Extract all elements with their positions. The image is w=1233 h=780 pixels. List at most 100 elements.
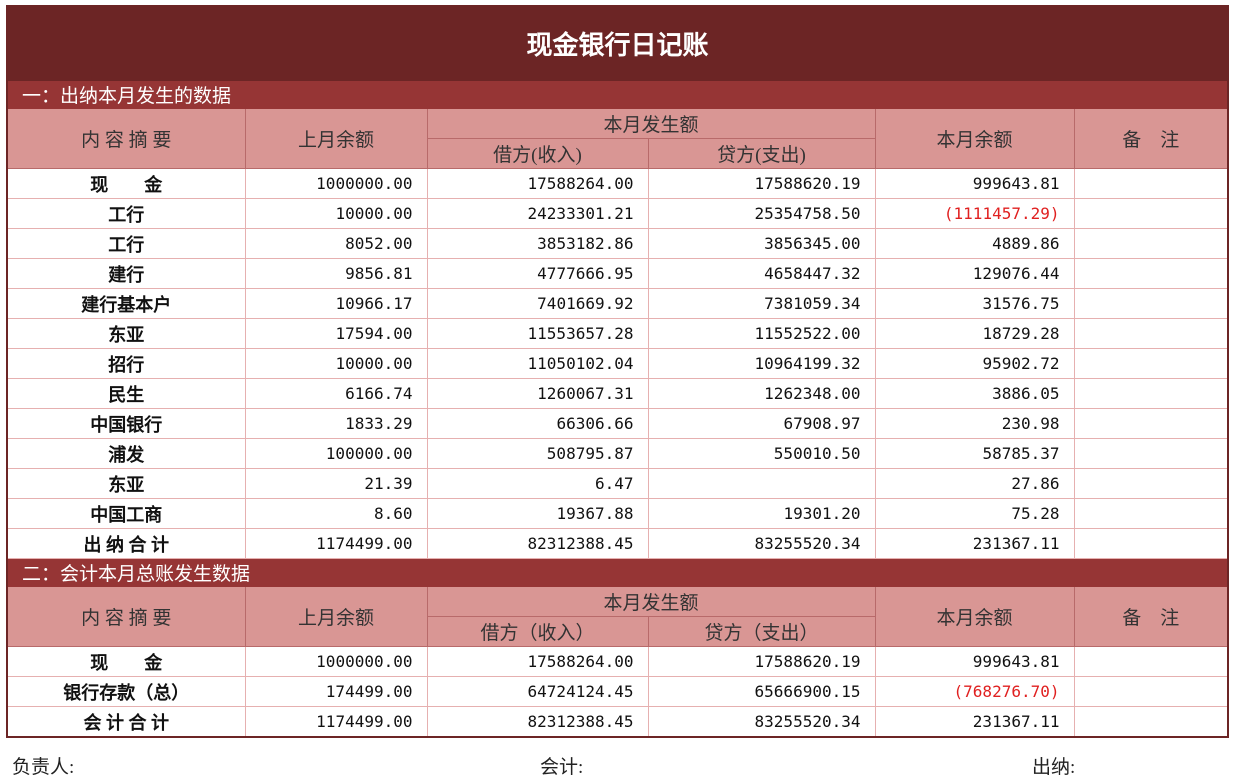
header-cell: 借方（收入） — [426, 616, 649, 647]
row-label: 会 计 合 计 — [6, 706, 246, 738]
header-cell: 备 注 — [1073, 108, 1229, 169]
note-cell — [1073, 198, 1229, 229]
note-cell — [1073, 676, 1229, 707]
row-label: 建行基本户 — [6, 288, 246, 319]
note-cell — [1073, 468, 1229, 499]
header-cell: 上月余额 — [244, 108, 428, 169]
row-label: 工行 — [6, 198, 246, 229]
amount: 1833.29 — [244, 408, 428, 439]
header-cell: 借方(收入) — [426, 138, 649, 169]
amount: 83255520.34 — [647, 528, 876, 559]
header-cell: 本月余额 — [874, 586, 1075, 647]
amount: 4658447.32 — [647, 258, 876, 289]
amount: 17588264.00 — [426, 646, 649, 677]
amount: 8.60 — [244, 498, 428, 529]
amount: 1174499.00 — [244, 706, 428, 738]
amount: 75.28 — [874, 498, 1075, 529]
amount: 508795.87 — [426, 438, 649, 469]
note-cell — [1073, 228, 1229, 259]
amount: 3853182.86 — [426, 228, 649, 259]
amount: 10000.00 — [244, 198, 428, 229]
row: 现 金 1000000.00 17588264.00 17588620.19 99964… — [6, 646, 1229, 677]
row-label: 中国银行 — [6, 408, 246, 439]
row: 一：出纳本月发生的数据 — [6, 80, 1229, 109]
amount: 24233301.21 — [426, 198, 649, 229]
row: 建行基本户 10966.17 7401669.92 7381059.34 31576.7… — [6, 288, 1229, 319]
amount: (768276.70) — [874, 676, 1075, 707]
amount: 8052.00 — [244, 228, 428, 259]
amount: 17588620.19 — [647, 168, 876, 199]
amount: 25354758.50 — [647, 198, 876, 229]
amount: 27.86 — [874, 468, 1075, 499]
amount: 17588620.19 — [647, 646, 876, 677]
note-cell — [1073, 706, 1229, 738]
section-heading: 一：出纳本月发生的数据 — [6, 80, 1229, 109]
note-cell — [1073, 318, 1229, 349]
header-cell: 贷方（支出） — [647, 616, 876, 647]
row: 招行 10000.00 11050102.04 10964199.32 95902.72 — [6, 348, 1229, 379]
header-cell: 本月余额 — [874, 108, 1075, 169]
row: 东亚 21.39 6.47 27.86 — [6, 468, 1229, 499]
amount: (1111457.29) — [874, 198, 1075, 229]
amount: 3856345.00 — [647, 228, 876, 259]
title: 现金银行日记账 — [6, 5, 1229, 81]
row: 现金银行日记账 — [6, 5, 1229, 81]
row: 出 纳 合 计 1174499.00 82312388.45 83255520.34 2… — [6, 528, 1229, 559]
amount: 1174499.00 — [244, 528, 428, 559]
amount: 95902.72 — [874, 348, 1075, 379]
row: 银行存款（总） 174499.00 64724124.45 65666900.15 (7… — [6, 676, 1229, 707]
row-label: 浦发 — [6, 438, 246, 469]
amount: 999643.81 — [874, 168, 1075, 199]
row-label: 现 金 — [6, 168, 246, 199]
amount: 83255520.34 — [647, 706, 876, 738]
amount: 6166.74 — [244, 378, 428, 409]
header-cell: 贷方(支出) — [647, 138, 876, 169]
amount: 67908.97 — [647, 408, 876, 439]
footer-manager: 负责人: — [12, 757, 75, 778]
amount: 17588264.00 — [426, 168, 649, 199]
amount: 1000000.00 — [244, 646, 428, 677]
amount: 11552522.00 — [647, 318, 876, 349]
amount: 82312388.45 — [426, 528, 649, 559]
row-label: 银行存款（总） — [6, 676, 246, 707]
amount: 231367.11 — [874, 528, 1075, 559]
amount: 999643.81 — [874, 646, 1075, 677]
row: 内 容 摘 要上月余额 本月发生额 本月余额备 注 — [6, 586, 1229, 647]
header-cell: 内 容 摘 要 — [6, 586, 246, 647]
row: 二：会计本月总账发生数据 — [6, 558, 1229, 587]
amount: 7381059.34 — [647, 288, 876, 319]
row: 工行 8052.00 3853182.86 3856345.00 4889.86 — [6, 228, 1229, 259]
amount: 231367.11 — [874, 706, 1075, 738]
amount: 21.39 — [244, 468, 428, 499]
amount: 19367.88 — [426, 498, 649, 529]
section-heading: 二：会计本月总账发生数据 — [6, 558, 1229, 587]
row: 浦发 100000.00 508795.87 550010.50 58785.37 — [6, 438, 1229, 469]
amount: 4889.86 — [874, 228, 1075, 259]
row-label: 民生 — [6, 378, 246, 409]
amount: 82312388.45 — [426, 706, 649, 738]
amount: 9856.81 — [244, 258, 428, 289]
amount — [647, 468, 876, 499]
row: 东亚 17594.00 11553657.28 11552522.00 18729.28 — [6, 318, 1229, 349]
header-cell: 本月发生额 — [426, 108, 876, 139]
amount: 11553657.28 — [426, 318, 649, 349]
note-cell — [1073, 498, 1229, 529]
note-cell — [1073, 408, 1229, 439]
header-cell: 上月余额 — [244, 586, 428, 647]
row: 中国银行 1833.29 66306.66 67908.97 230.98 — [6, 408, 1229, 439]
row: 中国工商 8.60 19367.88 19301.20 75.28 — [6, 498, 1229, 529]
amount: 550010.50 — [647, 438, 876, 469]
amount: 65666900.15 — [647, 676, 876, 707]
amount: 1260067.31 — [426, 378, 649, 409]
header-cell: 内 容 摘 要 — [6, 108, 246, 169]
amount: 174499.00 — [244, 676, 428, 707]
note-cell — [1073, 646, 1229, 677]
amount: 19301.20 — [647, 498, 876, 529]
amount: 10000.00 — [244, 348, 428, 379]
amount: 18729.28 — [874, 318, 1075, 349]
row-label: 东亚 — [6, 468, 246, 499]
amount: 6.47 — [426, 468, 649, 499]
note-cell — [1073, 288, 1229, 319]
header-cell: 本月发生额 — [426, 586, 876, 617]
